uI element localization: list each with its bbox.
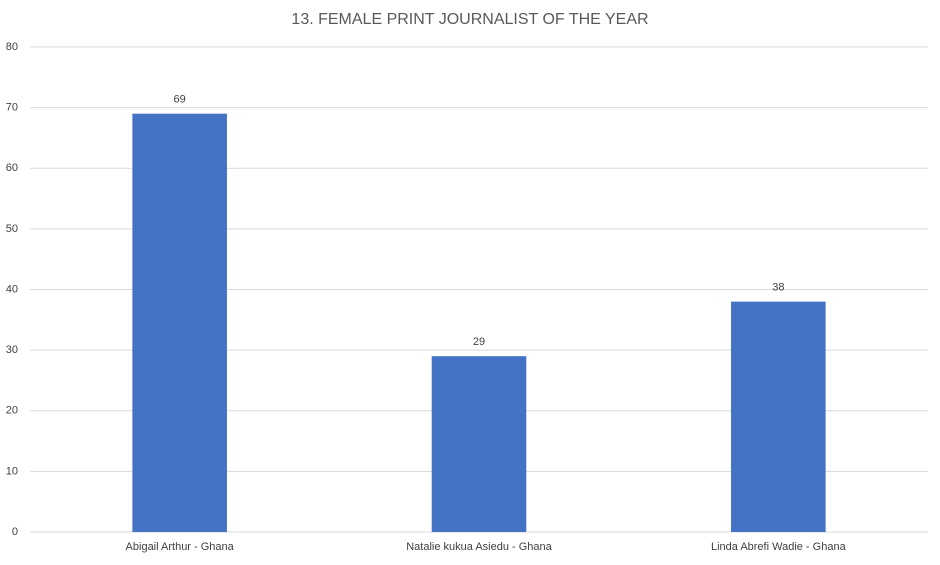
y-tick-label: 20: [6, 405, 18, 417]
x-tick-label: Abigail Arthur - Ghana: [126, 541, 235, 553]
data-label: 29: [473, 336, 485, 348]
y-tick-label: 60: [6, 162, 18, 174]
bar: [132, 113, 227, 532]
y-tick-label: 0: [12, 526, 18, 538]
bar: [731, 301, 826, 532]
y-tick-label: 70: [6, 102, 18, 114]
data-label: 38: [772, 282, 784, 294]
x-tick-label: Natalie kukua Asiedu - Ghana: [406, 541, 552, 553]
y-tick-label: 10: [6, 465, 18, 477]
y-tick-label: 30: [6, 344, 18, 356]
bar: [431, 356, 527, 532]
data-label: 69: [174, 94, 186, 106]
x-tick-label: Linda Abrefi Wadie - Ghana: [711, 541, 847, 553]
chart-title: 13. FEMALE PRINT JOURNALIST OF THE YEAR: [291, 11, 648, 28]
y-tick-label: 80: [6, 41, 18, 53]
y-tick-label: 50: [6, 223, 18, 235]
y-tick-label: 40: [6, 283, 18, 295]
